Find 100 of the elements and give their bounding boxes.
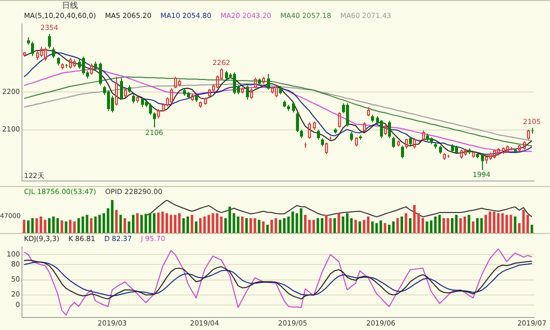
candlestick <box>128 84 131 94</box>
bar <box>304 214 307 233</box>
bar <box>56 218 59 233</box>
candlestick <box>267 73 270 90</box>
candlestick <box>476 152 479 160</box>
bar <box>497 213 500 233</box>
bar <box>296 213 298 233</box>
bar <box>262 221 265 233</box>
bar <box>203 216 206 233</box>
bar <box>241 216 244 233</box>
candlestick <box>78 58 81 70</box>
bar <box>212 213 214 233</box>
bar <box>207 214 210 233</box>
bar <box>73 221 76 233</box>
candlestick <box>57 56 60 66</box>
bar <box>124 218 126 233</box>
bar <box>472 221 474 233</box>
bar <box>270 220 273 233</box>
bar <box>166 213 168 233</box>
bar <box>371 221 374 233</box>
bar <box>468 214 470 233</box>
bar <box>254 218 256 233</box>
bar <box>194 221 198 233</box>
bar <box>283 218 286 233</box>
bar <box>110 200 114 233</box>
bar <box>417 213 420 233</box>
bar <box>22 220 26 233</box>
candlestick <box>300 129 303 139</box>
candlestick <box>246 84 249 100</box>
bar <box>186 216 190 233</box>
candlestick <box>321 138 324 147</box>
bar <box>190 214 194 233</box>
candlestick <box>132 94 135 104</box>
candlestick <box>279 85 282 95</box>
bar <box>501 213 504 233</box>
candlestick <box>52 46 55 59</box>
candlestick <box>409 136 412 146</box>
bar <box>199 218 202 233</box>
bar <box>82 216 84 233</box>
bar <box>144 214 148 233</box>
bar <box>60 220 64 233</box>
bar <box>291 212 294 233</box>
bar <box>434 216 437 233</box>
bar <box>245 218 248 233</box>
candlestick <box>531 127 534 134</box>
bar <box>442 218 446 233</box>
bar <box>358 221 362 233</box>
candlestick <box>187 92 190 100</box>
bar <box>182 218 185 233</box>
candlestick <box>99 62 102 86</box>
candlestick <box>292 101 295 113</box>
bar <box>249 218 252 233</box>
candlestick <box>195 94 198 102</box>
bar <box>438 214 441 233</box>
bar <box>77 218 80 233</box>
candlestick <box>481 152 484 170</box>
bar <box>312 220 315 233</box>
bar <box>392 221 395 233</box>
bar <box>69 220 72 233</box>
bar <box>325 214 328 233</box>
bar <box>404 213 408 233</box>
bar <box>157 212 160 233</box>
bar <box>333 218 336 233</box>
bar <box>136 213 139 233</box>
bar <box>31 218 34 233</box>
bar <box>90 218 93 233</box>
candlestick <box>359 134 362 140</box>
bar <box>178 213 181 233</box>
bar <box>266 224 269 233</box>
candlestick <box>258 78 261 86</box>
bar <box>522 210 525 233</box>
bar <box>170 214 172 233</box>
bar <box>236 216 240 233</box>
bar <box>316 218 320 233</box>
bar <box>510 214 512 233</box>
bar <box>426 221 428 233</box>
bar <box>52 216 55 233</box>
bar <box>174 214 176 233</box>
bar <box>102 213 106 233</box>
candlestick <box>120 78 123 100</box>
bar <box>430 220 432 233</box>
candlestick <box>31 41 34 57</box>
bar <box>86 214 88 233</box>
chart-subtitle: 日线 <box>62 1 78 11</box>
bar <box>408 218 412 233</box>
candlestick <box>48 33 51 50</box>
bar <box>228 206 231 233</box>
candlestick <box>233 72 236 95</box>
bar <box>362 220 366 233</box>
bar <box>413 204 416 233</box>
candlestick <box>27 36 30 46</box>
bar <box>132 214 134 233</box>
candlestick <box>149 102 152 116</box>
bar <box>338 213 340 233</box>
candlestick <box>346 102 349 128</box>
candlestick <box>183 88 186 96</box>
bar <box>400 216 404 233</box>
candlestick <box>388 120 391 139</box>
bar <box>278 220 282 233</box>
bar <box>140 214 143 233</box>
